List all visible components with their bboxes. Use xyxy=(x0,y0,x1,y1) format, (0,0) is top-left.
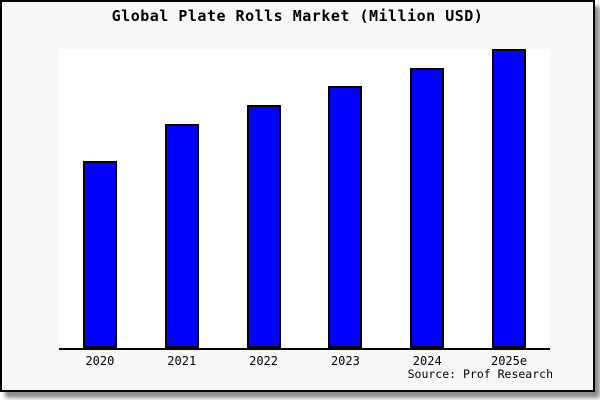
plot-area xyxy=(59,49,550,350)
x-tick-label-2025e: 2025e xyxy=(490,354,528,368)
chart-title: Global Plate Rolls Market (Million USD) xyxy=(111,7,484,25)
bar-2022 xyxy=(246,105,281,348)
bar-2024 xyxy=(410,68,445,348)
x-axis-labels: 2020 2021 2022 2023 2024 2025e xyxy=(59,354,550,368)
x-tick-label-2022: 2022 xyxy=(249,354,279,368)
bar-slot-2023 xyxy=(304,49,386,348)
chart-card: Global Plate Rolls Market (Million USD) … xyxy=(0,0,595,392)
bar-2025e xyxy=(492,49,527,348)
bar-slot-2022 xyxy=(223,49,305,348)
bar-slot-2021 xyxy=(141,49,223,348)
x-tick-label-2021: 2021 xyxy=(167,354,197,368)
bar-2023 xyxy=(328,86,363,348)
x-tick-label-2020: 2020 xyxy=(85,354,115,368)
bar-slot-2020 xyxy=(59,49,141,348)
bar-2021 xyxy=(164,124,199,348)
source-credit: Source: Prof Research xyxy=(407,367,553,381)
x-tick-label-2024: 2024 xyxy=(412,354,442,368)
bar-slot-2025e xyxy=(468,49,550,348)
bar-2020 xyxy=(82,161,117,348)
bar-slot-2024 xyxy=(386,49,468,348)
x-tick-label-2023: 2023 xyxy=(330,354,360,368)
